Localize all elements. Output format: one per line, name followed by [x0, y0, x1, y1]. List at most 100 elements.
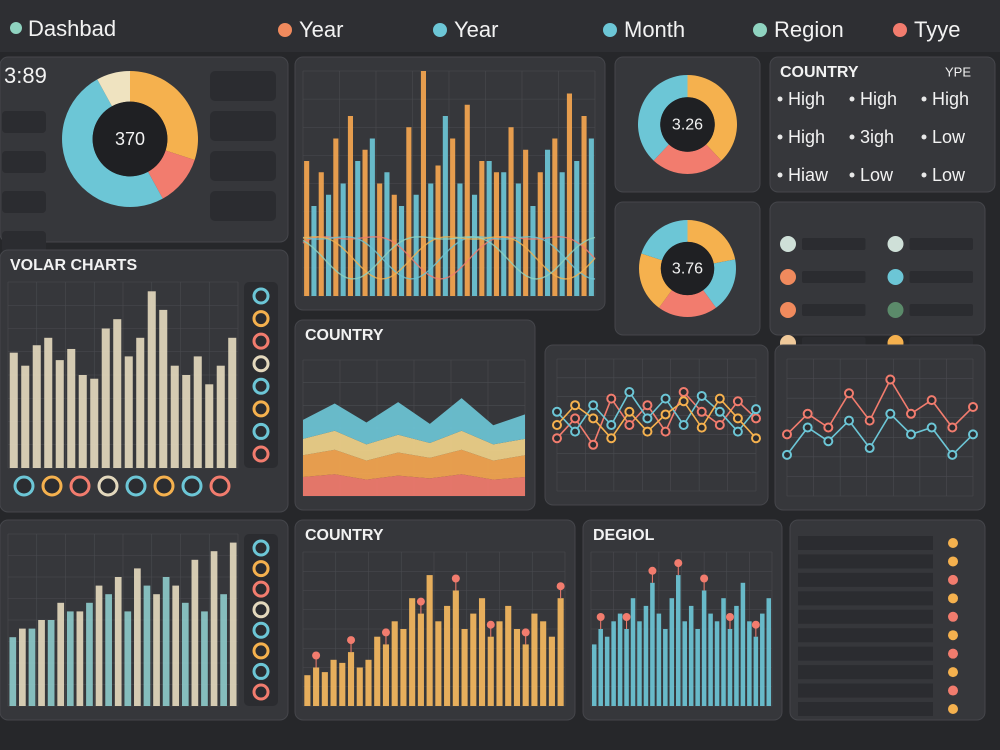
panel: 3.76: [614, 201, 761, 336]
bar: [362, 149, 368, 296]
list-dot[interactable]: [887, 236, 904, 252]
area-layer: [303, 449, 525, 480]
bottom-button[interactable]: [209, 475, 231, 497]
filter[interactable]: Tyye: [893, 17, 960, 42]
bar: [452, 590, 459, 706]
donut-segment: [148, 150, 195, 199]
list-dot[interactable]: [948, 556, 958, 567]
side-button[interactable]: [252, 310, 270, 328]
panel: COUNTRY: [294, 319, 536, 511]
bar: [201, 611, 208, 706]
bar: [311, 206, 317, 296]
list-dot[interactable]: [948, 593, 958, 604]
side-button[interactable]: [252, 377, 270, 395]
bar: [669, 598, 675, 706]
side-button[interactable]: [252, 601, 270, 619]
bar: [531, 613, 538, 706]
bar: [450, 138, 456, 296]
side-button[interactable]: [252, 400, 270, 418]
bar: [479, 161, 485, 296]
side-button[interactable]: [252, 287, 270, 305]
point: [678, 396, 689, 407]
side-button[interactable]: [252, 683, 270, 701]
list-dot[interactable]: [780, 236, 796, 252]
list-dot[interactable]: [948, 667, 958, 678]
filter[interactable]: Month: [603, 17, 685, 42]
donut-segment: [639, 253, 672, 308]
bottom-button[interactable]: [69, 475, 91, 497]
point: [751, 404, 761, 415]
bar: [505, 605, 512, 706]
donut-center: 3.76: [672, 261, 703, 278]
bar: [66, 611, 74, 706]
bottom-button[interactable]: [97, 475, 119, 497]
area-layer: [303, 430, 525, 461]
filter[interactable]: Region: [753, 17, 844, 42]
side-button[interactable]: [252, 539, 270, 557]
table-cell: Low: [932, 127, 966, 147]
point: [751, 413, 761, 424]
point: [642, 400, 653, 411]
marker: [381, 628, 390, 637]
list-dot[interactable]: [948, 611, 958, 622]
list-dot[interactable]: [780, 302, 796, 318]
side-button[interactable]: [252, 662, 270, 680]
point: [696, 390, 707, 401]
bar: [537, 172, 543, 296]
list-dot[interactable]: [948, 648, 958, 659]
bottom-button[interactable]: [41, 475, 63, 497]
bar: [57, 602, 65, 706]
bottom-button[interactable]: [13, 475, 35, 497]
bar: [714, 621, 720, 706]
point: [802, 422, 813, 433]
bottom-button[interactable]: [125, 475, 147, 497]
donut-segment: [97, 71, 130, 107]
side-button[interactable]: [252, 560, 270, 578]
point: [823, 436, 834, 447]
donut-segment: [62, 79, 163, 207]
panel-background: [769, 201, 986, 336]
filter-dot: [603, 23, 617, 37]
bar: [339, 662, 346, 706]
list-dot[interactable]: [887, 302, 904, 318]
list-dot[interactable]: [948, 574, 958, 585]
side-button[interactable]: [252, 642, 270, 660]
bar: [44, 337, 53, 468]
list-dot[interactable]: [948, 704, 958, 714]
bar: [695, 629, 700, 706]
list-dot[interactable]: [887, 269, 904, 285]
bottom-button[interactable]: [181, 475, 203, 497]
bar: [486, 161, 492, 296]
bar: [95, 585, 103, 706]
list-row: [798, 628, 933, 643]
point: [947, 449, 958, 460]
bar: [501, 172, 507, 296]
side-button[interactable]: [252, 621, 270, 639]
bar: [470, 613, 477, 706]
bar: [676, 575, 681, 706]
bar: [496, 621, 503, 706]
bar: [113, 319, 122, 468]
bar: [136, 337, 145, 468]
filter[interactable]: Year: [278, 17, 343, 42]
filter[interactable]: Year: [433, 17, 498, 42]
bottom-button[interactable]: [153, 475, 175, 497]
bar: [766, 598, 772, 706]
cell-dot: [777, 134, 783, 140]
filter-dot: [433, 23, 447, 37]
list-dot[interactable]: [948, 538, 958, 548]
bar: [588, 138, 594, 296]
list-dot[interactable]: [948, 630, 958, 641]
side-button[interactable]: [252, 422, 270, 440]
panel: [294, 56, 606, 311]
side-button[interactable]: [252, 580, 270, 598]
list-dot[interactable]: [948, 685, 958, 696]
side-button[interactable]: [252, 355, 270, 373]
area-layer: [303, 474, 525, 496]
bar: [356, 667, 363, 706]
list-dot[interactable]: [780, 269, 796, 285]
bar: [409, 598, 416, 706]
side-button[interactable]: [252, 445, 270, 463]
point: [588, 413, 599, 424]
side-button[interactable]: [252, 332, 270, 350]
